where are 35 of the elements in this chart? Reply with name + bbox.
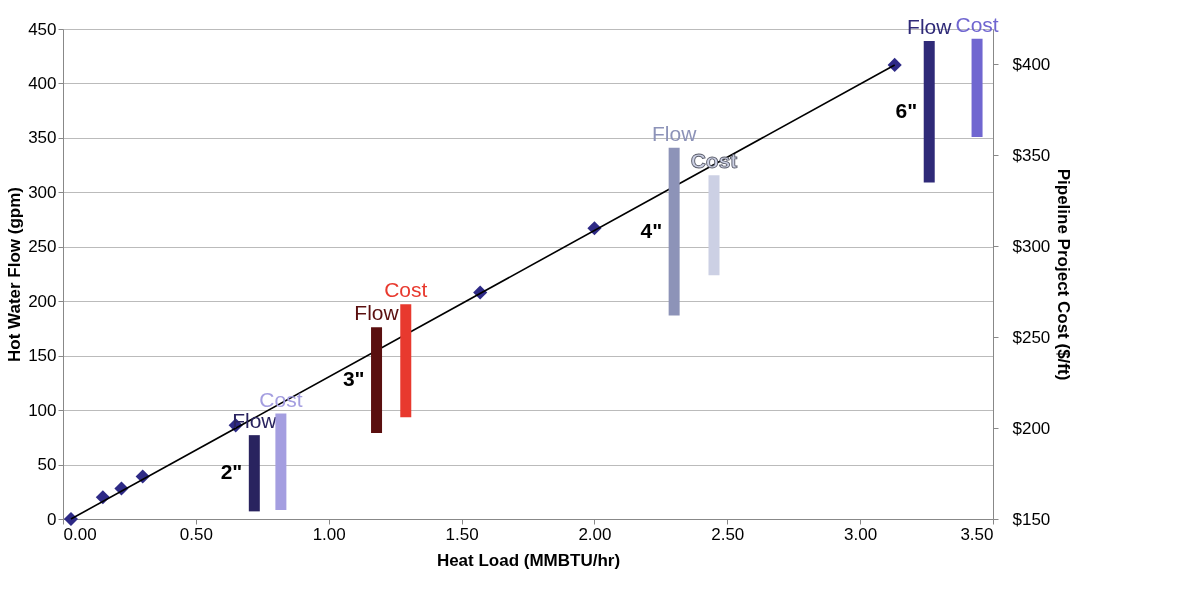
y-axis-title: Hot Water Flow (gpm) [5, 186, 25, 363]
y-tick-label: 450 [28, 19, 57, 39]
y2-tick-label: $350 [1012, 145, 1051, 165]
y-tick-label: 100 [28, 400, 57, 420]
y2-tick-label: $300 [1012, 236, 1051, 256]
y2-axis-title: Pipeline Project Cost ($/ft) [1054, 168, 1074, 381]
y2-tick-label: $400 [1012, 54, 1051, 74]
annotation: 4" [640, 218, 663, 242]
y-tick-label: 350 [28, 128, 57, 148]
series-label: Cost [955, 12, 999, 36]
x-tick-label: 0.00 [63, 524, 97, 544]
y-tick-label: 50 [37, 455, 57, 475]
annotation: 3" [342, 367, 365, 391]
y-tick-label: 250 [28, 237, 57, 257]
y-tick-label: 200 [28, 291, 57, 311]
series-label: Cost [384, 278, 428, 302]
x-tick-label: 1.00 [312, 524, 346, 544]
y-tick-label: 0 [47, 509, 57, 529]
y2-tick-label: $150 [1012, 509, 1051, 529]
series-label: Flow [907, 14, 953, 38]
x-tick-label: 3.00 [844, 524, 878, 544]
annotation: 6" [895, 98, 918, 122]
y-tick-label: 300 [28, 182, 57, 202]
series-label: Flow [354, 301, 400, 325]
x-tick-label: 1.50 [445, 524, 479, 544]
x-tick-label: 2.50 [711, 524, 745, 544]
annotation: 2" [220, 460, 243, 484]
x-tick-label: 0.50 [179, 524, 213, 544]
y-tick-label: 150 [28, 346, 57, 366]
x-tick-label: 3.50 [960, 524, 994, 544]
y-tick-label: 400 [28, 73, 57, 93]
x-tick-label: 2.00 [578, 524, 612, 544]
y2-tick-label: $200 [1012, 418, 1051, 438]
y2-tick-label: $250 [1012, 327, 1051, 347]
x-axis-title: Heat Load (MMBTU/hr) [436, 550, 621, 570]
